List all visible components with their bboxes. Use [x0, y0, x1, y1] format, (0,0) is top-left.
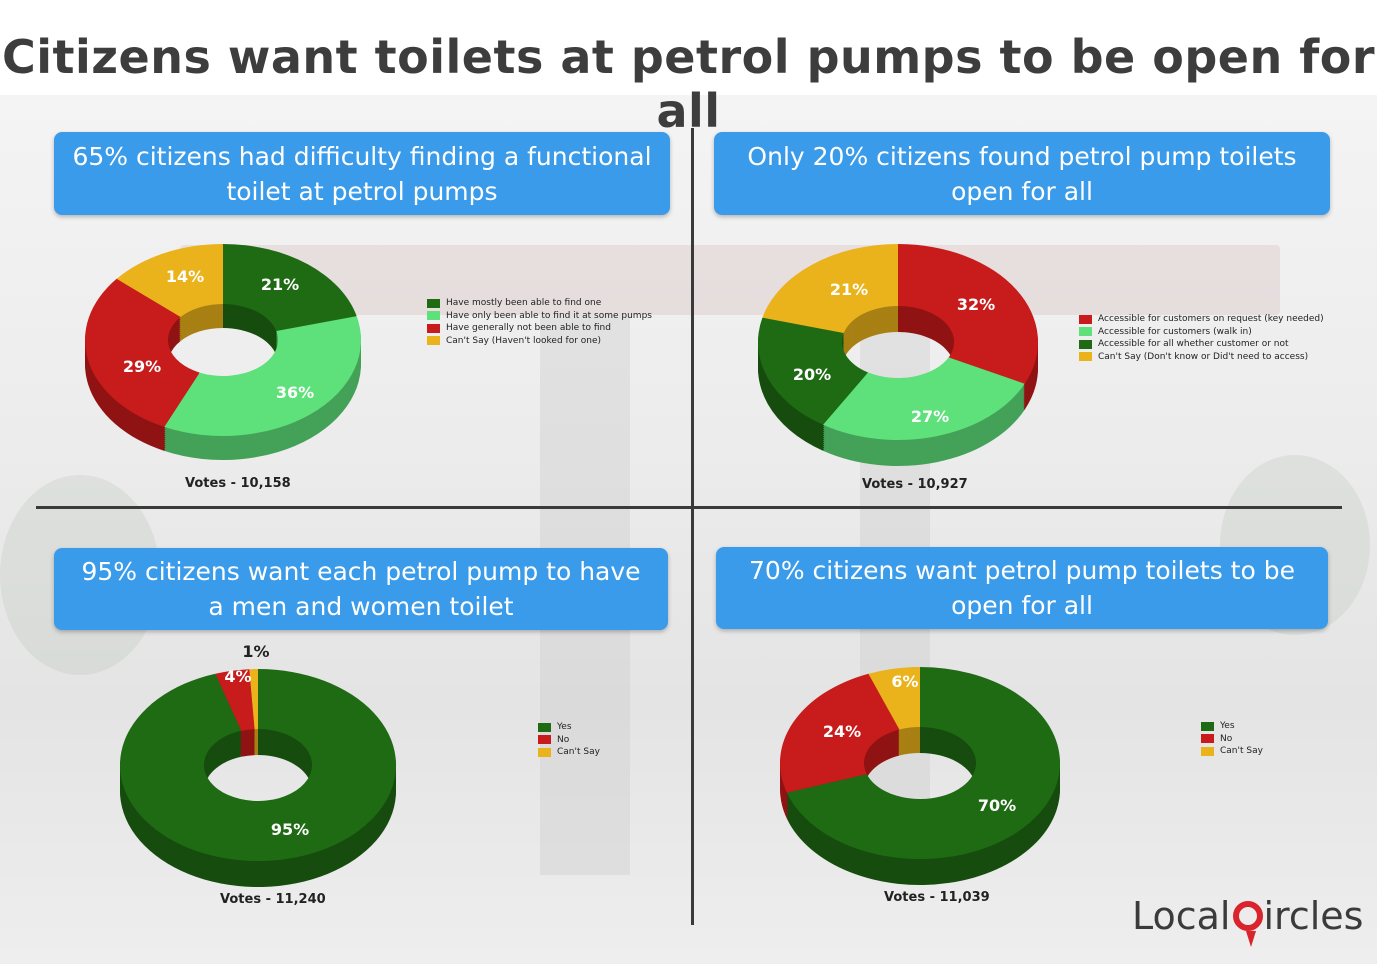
- donut-chart-difficulty: 21% 36% 29% 14%: [84, 244, 362, 460]
- legend-label: Can't Say (Haven't looked for one): [446, 335, 602, 346]
- donut-slice: [215, 669, 255, 731]
- panel-2-banner: Only 20% citizens found petrol pump toil…: [714, 132, 1330, 215]
- slice-percent-label: 21%: [830, 280, 868, 299]
- donut-slice: [868, 667, 920, 730]
- panel-3-banner: 95% citizens want each petrol pump to ha…: [54, 548, 668, 630]
- legend-label: Can't Say: [1220, 746, 1263, 757]
- donut-slice: [164, 316, 361, 436]
- legend-swatch: [1079, 339, 1092, 349]
- legend-swatch: [538, 747, 551, 757]
- slice-percent-label: 6%: [891, 672, 918, 691]
- logo-text-right: ircles: [1263, 894, 1364, 938]
- legend-swatch: [538, 722, 551, 732]
- legend-label: Accessible for customers on request (key…: [1098, 314, 1324, 325]
- donut-slice: [898, 244, 1038, 384]
- vertical-divider: [691, 128, 694, 925]
- legend-swatch: [1079, 314, 1092, 324]
- legend-label: Have only been able to find it at some p…: [446, 310, 652, 321]
- logo-text-left: Local: [1132, 894, 1231, 938]
- legend: Yes No Can't Say: [538, 721, 600, 759]
- legend-item: Accessible for customers (walk in): [1079, 326, 1324, 339]
- panel-4-banner: 70% citizens want petrol pump toilets to…: [716, 547, 1328, 629]
- donut-slice: [116, 244, 223, 318]
- legend-swatch: [1079, 327, 1092, 337]
- canopy-shape: [180, 245, 1280, 315]
- slice-percent-label: 1%: [242, 642, 269, 661]
- localcircles-logo: Local ircles: [1132, 888, 1364, 947]
- slice-percent-label: 21%: [261, 275, 299, 294]
- donut-slice: [223, 244, 357, 332]
- votes-label: Votes - 10,158: [185, 476, 291, 491]
- donut-slice: [119, 669, 397, 861]
- location-pin-icon: [1232, 901, 1263, 947]
- donut-slice: [780, 673, 900, 793]
- legend-label: No: [1220, 733, 1233, 744]
- legend-swatch: [427, 298, 440, 308]
- legend-item: Yes: [1201, 720, 1263, 733]
- slice-percent-label: 14%: [166, 267, 204, 286]
- legend-item: Can't Say (Don't know or Did't need to a…: [1079, 351, 1324, 364]
- legend-item: Have mostly been able to find one: [427, 297, 652, 310]
- legend-label: Yes: [1220, 721, 1235, 732]
- votes-label: Votes - 11,039: [884, 890, 990, 905]
- legend-swatch: [427, 323, 440, 333]
- legend-label: Can't Say (Don't know or Did't need to a…: [1098, 351, 1309, 362]
- legend-item: Can't Say: [1201, 745, 1263, 758]
- legend-swatch: [1201, 721, 1214, 731]
- donut-chart-open-for-all: 70% 24% 6%: [780, 667, 1060, 885]
- slice-percent-label: 27%: [911, 407, 949, 426]
- legend-item: No: [538, 734, 600, 747]
- legend-item: Can't Say: [538, 746, 600, 759]
- slice-percent-label: 95%: [271, 820, 309, 839]
- legend-swatch: [1201, 746, 1214, 756]
- page-title: Citizens want toilets at petrol pumps to…: [1, 30, 1376, 138]
- legend-item: Can't Say (Haven't looked for one): [427, 335, 652, 348]
- legend-swatch: [1079, 352, 1092, 362]
- legend-label: Have generally not been able to find: [446, 323, 611, 334]
- donut-slice: [85, 278, 200, 427]
- slice-percent-label: 29%: [123, 357, 161, 376]
- legend-swatch: [538, 735, 551, 745]
- slice-percent-label: 20%: [793, 365, 831, 384]
- slice-percent-label: 36%: [276, 383, 314, 402]
- legend: Yes No Can't Say: [1201, 720, 1263, 758]
- legend-label: No: [557, 734, 570, 745]
- legend-label: Accessible for customers (walk in): [1098, 326, 1252, 337]
- legend-swatch: [427, 336, 440, 346]
- votes-label: Votes - 11,240: [220, 892, 326, 907]
- donut-slice: [822, 357, 1025, 440]
- panel-1-banner: 65% citizens had difficulty finding a fu…: [54, 132, 670, 215]
- slice-percent-label: 4%: [224, 667, 251, 686]
- donut-slice: [762, 244, 898, 334]
- legend-item: Accessible for all whether customer or n…: [1079, 338, 1324, 351]
- legend-item: No: [1201, 733, 1263, 746]
- donut-chart-accessibility: 32% 27% 20% 21%: [758, 244, 1038, 466]
- slice-percent-label: 24%: [823, 722, 861, 741]
- legend-item: Accessible for customers on request (key…: [1079, 313, 1324, 326]
- legend-label: Can't Say: [557, 747, 600, 758]
- slice-percent-label: 70%: [978, 796, 1016, 815]
- donut-chart-men-women-toilet: 95% 4% 1%: [119, 642, 397, 887]
- horizontal-divider: [36, 506, 1342, 509]
- donut-slice: [758, 317, 868, 425]
- legend: Accessible for customers on request (key…: [1079, 313, 1324, 363]
- legend-swatch: [1201, 734, 1214, 744]
- legend-label: Yes: [557, 722, 572, 733]
- donut-slice: [786, 667, 1060, 859]
- votes-label: Votes - 10,927: [862, 477, 968, 492]
- legend: Have mostly been able to find one Have o…: [427, 297, 652, 347]
- legend-item: Have only been able to find it at some p…: [427, 310, 652, 323]
- legend-swatch: [427, 311, 440, 321]
- donut-slice: [249, 669, 258, 730]
- legend-label: Have mostly been able to find one: [446, 298, 602, 309]
- slice-percent-label: 32%: [957, 295, 995, 314]
- legend-label: Accessible for all whether customer or n…: [1098, 339, 1289, 350]
- legend-item: Yes: [538, 721, 600, 734]
- legend-item: Have generally not been able to find: [427, 322, 652, 335]
